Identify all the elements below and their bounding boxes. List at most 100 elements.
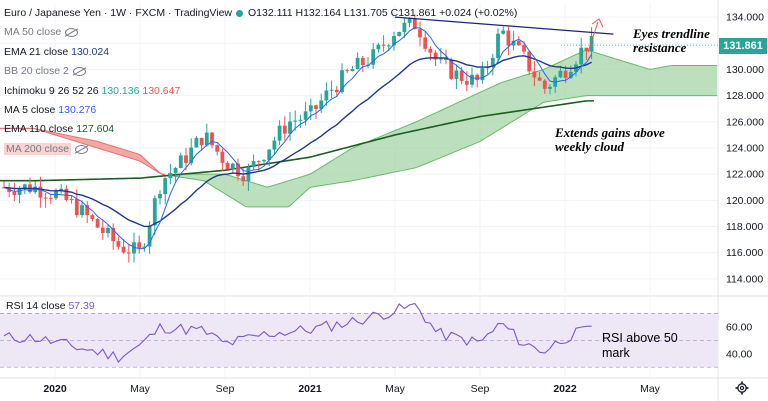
candle-body (532, 71, 537, 78)
indicator-ema21[interactable]: EMA 21 close 130.024 (4, 43, 517, 62)
candle-body (433, 52, 438, 60)
ema110-path (0, 100, 594, 182)
breakout-arrow-head (591, 18, 604, 28)
price-tick-label: 134.000 (726, 12, 764, 24)
candle-body (22, 184, 27, 189)
candle-body (262, 159, 266, 162)
candle-body (288, 121, 292, 134)
indicator-ema110[interactable]: EMA 110 close 127.604 (4, 120, 517, 139)
rsi-tick-label: 40.00 (726, 348, 752, 360)
time-tick-label: 2022 (553, 383, 577, 395)
candle-body (293, 120, 298, 122)
indicator-ma200[interactable]: MA 200 close (4, 140, 517, 159)
candle-body (215, 145, 220, 152)
candle-body (506, 30, 511, 46)
candle-body (480, 68, 485, 81)
indicator-ma5[interactable]: MA 5 close 130.276 (4, 101, 517, 120)
ma5-path (3, 27, 593, 250)
price-tick-label: 122.000 (726, 169, 764, 181)
candle-body (85, 205, 90, 216)
rsi-value: 57.39 (68, 300, 95, 312)
rsi-panel (0, 302, 718, 368)
cloud-bullish (168, 50, 717, 207)
candle-body (95, 219, 100, 228)
candle-body (381, 44, 386, 46)
candle-body (282, 125, 287, 134)
candle-body (340, 70, 344, 93)
candle-body (454, 70, 459, 79)
cloud-bullish-span-a (168, 49, 717, 188)
indicator-label: MA 200 close (4, 142, 72, 155)
indicator-value-2: 130.647 (142, 84, 181, 97)
candle-body (147, 225, 152, 247)
candle-body (241, 176, 246, 182)
candle-body (220, 151, 225, 163)
candle-body (360, 57, 365, 66)
candle-body (324, 90, 329, 101)
candle-body (184, 155, 188, 164)
indicator-ma50[interactable]: MA 50 close (4, 23, 517, 42)
candle-body (137, 242, 142, 248)
candle-body (158, 193, 162, 199)
candle-body (116, 241, 121, 247)
candle-body (402, 22, 407, 32)
indicator-label: MA 50 close (4, 26, 62, 39)
chart-title: Euro / Japanese Yen · 1W · FXCM · Tradin… (4, 7, 232, 19)
candle-body (236, 163, 240, 177)
indicator-bb20[interactable]: BB 20 close 2 (4, 62, 517, 81)
gear-icon[interactable] (735, 381, 749, 395)
last-price-tag: 131.861 (719, 38, 767, 54)
candle-body (334, 89, 339, 93)
candle-body (314, 105, 318, 109)
eye-hidden-icon[interactable] (75, 144, 89, 154)
candle-body (563, 70, 568, 78)
candle-body (121, 246, 126, 253)
candle-body (355, 57, 360, 70)
candle-body (501, 30, 506, 34)
candle-body (111, 227, 116, 242)
price-tick-label: 116.000 (726, 247, 763, 259)
indicator-ichimoku[interactable]: Ichimoku 9 26 52 26 130.136 130.647 (4, 82, 517, 101)
candle-body (449, 59, 454, 79)
candle-body (522, 45, 526, 52)
candle-body (407, 18, 412, 23)
candle-body (272, 140, 277, 150)
candle-body (350, 69, 355, 72)
candle-body (444, 57, 448, 60)
candle-body (527, 51, 532, 72)
candle-body (246, 167, 251, 182)
candle-body (204, 132, 209, 146)
candle-body (142, 246, 147, 248)
candle-body (423, 37, 428, 49)
candle-body (132, 242, 136, 254)
price-axis: 114.000 116.000 118.000 120.000 122.000 124.0… (726, 12, 764, 361)
candle-body (225, 162, 230, 170)
candle-body (589, 36, 594, 52)
candle-body (64, 188, 69, 200)
candle-body (163, 178, 168, 194)
candle-body (537, 77, 542, 81)
indicator-value: 130.136 (101, 84, 140, 97)
indicator-label: Ichimoku 9 26 52 26 (4, 84, 99, 97)
ema21-line (3, 27, 593, 250)
candle-body (558, 70, 563, 78)
time-axis: 2020 May Sep 2021 May Sep 2022 May (43, 383, 660, 395)
time-tick-label: May (385, 383, 406, 395)
price-tick-label: 120.000 (726, 195, 764, 207)
time-tick-label: 2021 (298, 383, 322, 395)
candle-body (516, 40, 521, 46)
candle-body (298, 119, 303, 121)
candle-body (69, 199, 74, 201)
candle-body (126, 252, 131, 254)
indicator-value: 127.604 (76, 123, 115, 136)
candle-body (376, 44, 381, 50)
candle-body (303, 111, 308, 120)
rsi-legend: RSI 14 close 57.39 (6, 300, 95, 312)
candle-body (277, 125, 282, 141)
eye-hidden-icon[interactable] (72, 66, 86, 76)
eye-hidden-icon[interactable] (65, 28, 79, 38)
candle-body (568, 71, 573, 78)
candle-body (386, 45, 391, 47)
time-tick-label: May (640, 383, 661, 395)
